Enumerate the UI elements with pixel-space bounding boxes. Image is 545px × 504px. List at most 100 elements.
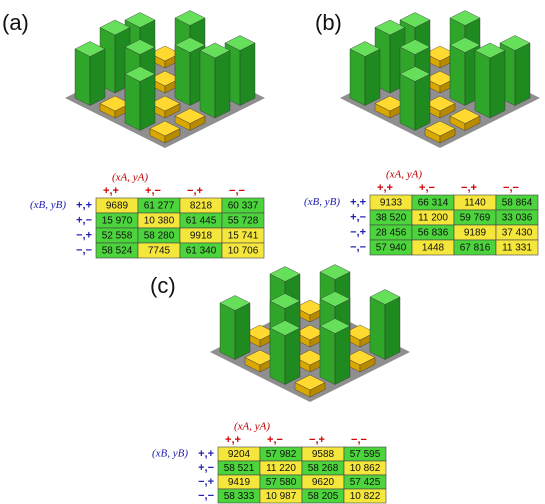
column-header: +,− [267,434,283,446]
box-top [124,12,156,28]
box-top [374,19,406,36]
row-header: +,− [76,214,92,226]
row-header: +,+ [76,199,92,211]
cell-value: 57 425 [350,477,381,488]
box-top [369,289,401,305]
column-axis-label: (xA, yA) [234,421,270,433]
box-top [424,120,456,137]
cell-value: 10 822 [350,491,381,502]
box-face [474,50,491,119]
cell-value: 8218 [190,201,213,212]
column-header: −,− [229,185,245,197]
row-header: −,+ [76,229,92,241]
cell-value: 61 340 [186,246,217,257]
box-top [449,10,481,26]
row-axis-label: (xB, yB) [152,448,188,460]
box-top [74,41,106,57]
cell-value: 56 836 [418,228,449,239]
board-illustration [340,10,540,148]
box-top [399,12,431,28]
box-top [99,19,131,36]
box-top [474,42,506,59]
box-face [174,44,191,106]
cell-value: 57 982 [266,449,297,460]
box-top [399,39,431,55]
cell-value: 9133 [380,198,403,209]
column-axis-label: (xA, yA) [112,172,148,184]
cell-value: 59 769 [460,213,491,224]
box-face [489,50,506,119]
cell-value: 58 333 [224,491,255,502]
cell-value: 15 741 [228,231,259,242]
cell-value: 33 036 [502,213,533,224]
box-top [294,374,326,391]
cell-value: 10 862 [350,463,381,474]
box-top [269,293,301,309]
cell-value: 11 220 [266,463,296,474]
box-face [369,296,386,360]
row-header: −,+ [350,226,366,238]
column-header: −,− [503,182,519,194]
box-face [414,73,431,131]
box-top [319,291,351,307]
board-illustration [210,264,410,402]
box-face [239,42,256,106]
column-axis-label: (xA, yA) [386,169,422,181]
box-top [499,35,531,51]
box-face [89,48,106,106]
cell-value: 11 331 [502,243,532,254]
cell-value: 55 728 [228,216,259,227]
box-face [124,73,141,131]
row-header: −,− [76,244,92,256]
box-face [399,73,416,131]
cell-value: 9189 [464,228,487,239]
cell-value: 58 524 [102,246,133,257]
box-top [319,264,351,280]
box-top [269,320,301,336]
panel-label: (b) [315,10,342,35]
cell-value: 52 558 [102,231,133,242]
cell-value: 37 430 [502,228,533,239]
box-face [269,327,286,385]
cell-value: 9588 [312,449,335,460]
cell-value: 15 970 [102,216,133,227]
table-cell [221,242,265,259]
row-header: −,− [198,490,214,502]
box-face [234,302,251,360]
box-top [224,35,256,51]
column-header: −,+ [187,185,203,197]
box-face [349,48,366,106]
box-face [364,48,381,106]
box-face [384,296,401,360]
box-face [219,302,236,360]
column-header: −,− [351,434,367,446]
cell-value: 9918 [190,231,213,242]
box-top [319,318,351,334]
box-top [124,66,156,82]
column-header: −,+ [309,434,325,446]
cell-value: 61 445 [186,216,217,227]
box-top [199,42,231,59]
cell-value: 58 521 [224,463,255,474]
cell-value: 10 987 [266,491,297,502]
row-axis-label: (xB, yB) [304,196,340,208]
cell-value: 1140 [464,198,486,209]
row-header: +,+ [198,448,214,460]
cell-value: 67 816 [460,243,491,254]
box-top [174,10,206,26]
box-top [174,37,206,53]
cell-value: 66 314 [418,198,449,209]
cell-value: 61 277 [144,201,175,212]
column-header: +,− [145,185,161,197]
cell-value: 58 205 [308,491,339,502]
box-top [124,39,156,55]
row-header: −,+ [198,476,214,488]
cell-value: 9620 [312,477,335,488]
cell-value: 9689 [106,201,129,212]
cell-value: 57 580 [266,477,297,488]
cell-value: 9204 [228,449,251,460]
cell-value: 10 380 [144,216,175,227]
cell-value: 10 706 [228,246,259,257]
cell-value: 11 200 [418,213,448,224]
